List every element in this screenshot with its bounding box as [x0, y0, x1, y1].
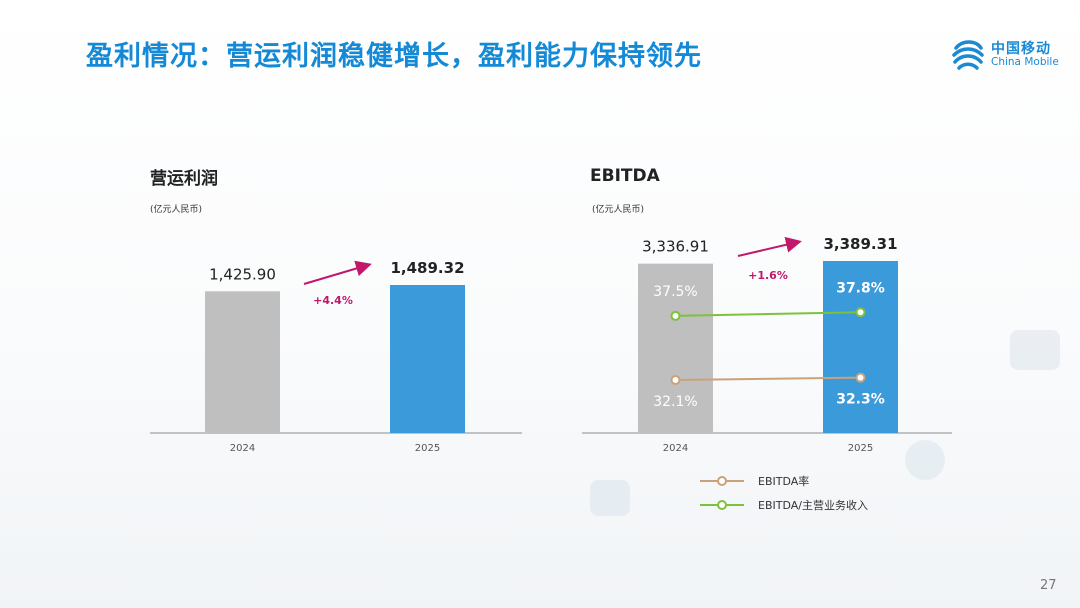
series-line-1 [675, 311, 861, 317]
growth-label: +1.6% [748, 269, 788, 282]
growth-label: +4.4% [313, 294, 353, 307]
legend-item-ebitda-revenue: EBITDA/主营业务收入 [700, 496, 940, 514]
series-label-0-0: 32.1% [653, 394, 697, 410]
series-point-1-0 [670, 310, 681, 321]
chart-title-ebitda: EBITDA [590, 166, 660, 186]
growth-arrow [303, 260, 372, 285]
growth-arrow [737, 236, 802, 257]
series-line-0 [675, 376, 861, 382]
china-mobile-logo-icon [952, 40, 984, 70]
legend-item-ebitda-margin: EBITDA率 [700, 472, 940, 490]
series-label-1-1: 37.8% [836, 280, 885, 296]
logo-text-en: China Mobile [991, 56, 1059, 68]
chart-title-operating-profit: 营运利润 [150, 169, 218, 189]
background-decoration [1010, 330, 1060, 370]
bar-2025 [823, 261, 898, 433]
bar-2025 [390, 285, 465, 433]
bar-2024 [205, 291, 280, 433]
page-number: 27 [1040, 578, 1057, 593]
chart-unit-ebitda: (亿元人民币) [592, 205, 645, 215]
chart-legend: EBITDA率 EBITDA/主营业务收入 [700, 470, 940, 520]
data-label-2024: 3,336.91 [642, 238, 709, 256]
series-label-0-1: 32.3% [836, 392, 885, 408]
series-point-1-1 [855, 307, 866, 318]
chart-unit-operating-profit: (亿元人民币) [150, 205, 203, 215]
background-decoration [905, 440, 945, 480]
x-tick-label-2024: 2024 [230, 443, 255, 454]
legend-label-ebitda-margin: EBITDA率 [758, 475, 810, 488]
background-decoration [590, 480, 630, 516]
bar-2024 [638, 263, 713, 433]
data-label-2024: 1,425.90 [209, 265, 276, 283]
x-tick-label-2025: 2025 [415, 443, 440, 454]
series-point-0-1 [855, 372, 866, 383]
data-label-2025: 1,489.32 [390, 259, 464, 277]
legend-label-ebitda-revenue: EBITDA/主营业务收入 [758, 499, 868, 512]
legend-line-ebitda-revenue [700, 500, 744, 510]
series-point-0-0 [670, 375, 681, 386]
slide-title: 盈利情况：营运利润稳健增长，盈利能力保持领先 [86, 41, 702, 72]
china-mobile-logo: 中国移动 China Mobile [950, 36, 1068, 74]
legend-line-ebitda-margin [700, 476, 744, 486]
x-tick-label-2024: 2024 [663, 443, 688, 454]
x-tick-label-2025: 2025 [848, 443, 873, 454]
logo-text-cn: 中国移动 [991, 41, 1051, 57]
series-label-1-0: 37.5% [653, 284, 697, 300]
data-label-2025: 3,389.31 [823, 235, 897, 253]
